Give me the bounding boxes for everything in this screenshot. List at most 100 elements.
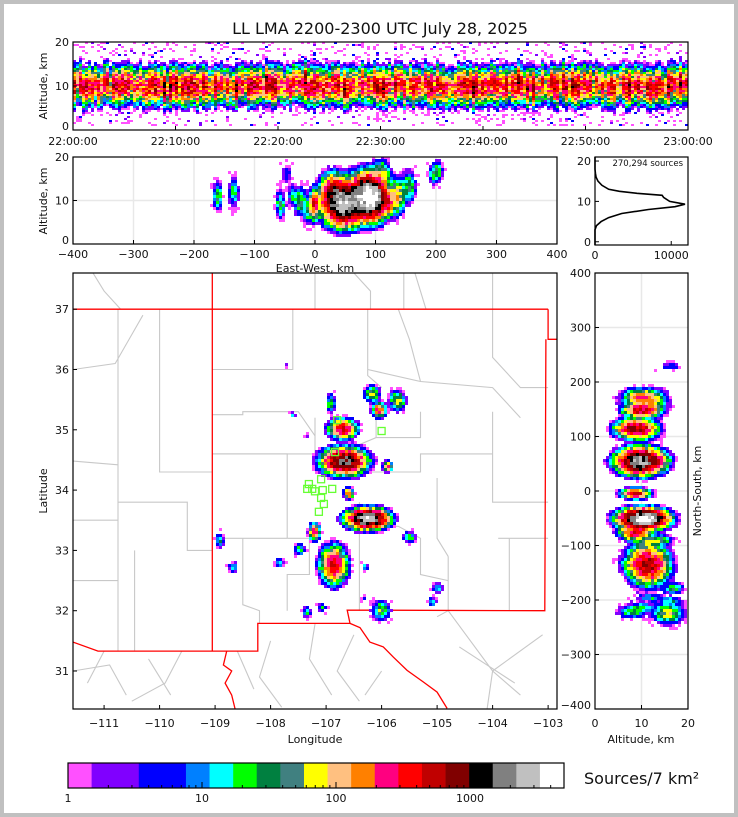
density-pixel — [316, 104, 319, 106]
density-pixel — [571, 74, 574, 76]
density-pixel — [550, 90, 553, 92]
density-pixel — [538, 78, 541, 80]
density-pixel — [304, 98, 307, 100]
density-pixel — [508, 70, 511, 72]
density-pixel — [373, 100, 376, 102]
density-pixel — [316, 96, 319, 98]
density-pixel — [535, 82, 538, 84]
density-pixel — [346, 104, 349, 106]
density-pixel — [136, 90, 139, 92]
density-pixel — [214, 86, 217, 88]
density-pixel — [415, 84, 418, 86]
density-pixel — [217, 42, 220, 44]
density-pixel — [535, 110, 538, 112]
density-pixel — [169, 92, 172, 94]
density-pixel — [268, 84, 271, 86]
density-pixel — [457, 110, 460, 112]
density-pixel — [280, 74, 283, 76]
density-pixel — [463, 64, 466, 66]
density-pixel — [529, 102, 532, 104]
density-pixel — [448, 96, 451, 98]
density-pixel — [607, 66, 610, 68]
density-pixel — [169, 64, 172, 66]
density-pixel — [580, 80, 583, 82]
density-pixel — [268, 110, 271, 112]
density-pixel — [523, 94, 526, 96]
density-pixel — [262, 112, 265, 114]
density-pixel — [199, 102, 202, 104]
density-pixel — [136, 92, 139, 94]
density-pixel — [121, 108, 124, 110]
density-pixel — [301, 124, 304, 126]
density-pixel — [574, 108, 577, 110]
density-pixel — [130, 86, 133, 88]
density-pixel — [580, 74, 583, 76]
density-pixel — [508, 66, 511, 68]
density-pixel — [463, 46, 466, 48]
density-pixel — [505, 88, 508, 90]
density-pixel — [550, 66, 553, 68]
density-pixel — [559, 98, 562, 100]
density-pixel — [502, 104, 505, 106]
density-pixel — [136, 70, 139, 72]
density-pixel — [265, 62, 268, 64]
density-pixel — [337, 50, 340, 52]
density-pixel — [430, 68, 433, 70]
density-pixel — [238, 66, 241, 68]
density-pixel — [91, 76, 94, 78]
density-pixel — [91, 84, 94, 86]
density-pixel — [322, 68, 325, 70]
density-pixel — [247, 88, 250, 90]
density-pixel — [226, 76, 229, 78]
density-pixel — [79, 82, 82, 84]
density-pixel — [457, 86, 460, 88]
density-pixel — [226, 98, 229, 100]
density-pixel — [346, 90, 349, 92]
density-pixel — [169, 104, 172, 106]
density-pixel — [283, 90, 286, 92]
density-pixel — [517, 70, 520, 72]
density-pixel — [343, 66, 346, 68]
density-pixel — [397, 64, 400, 66]
density-pixel — [616, 78, 619, 80]
density-pixel — [589, 96, 592, 98]
density-pixel — [427, 64, 430, 66]
density-pixel — [559, 120, 562, 122]
density-pixel — [469, 102, 472, 104]
density-pixel — [622, 88, 625, 90]
density-pixel — [553, 60, 556, 62]
density-pixel — [178, 74, 181, 76]
density-pixel — [319, 76, 322, 78]
density-pixel — [337, 74, 340, 76]
density-pixel — [367, 54, 370, 56]
density-pixel — [217, 68, 220, 70]
density-pixel — [178, 102, 181, 104]
density-pixel — [253, 106, 256, 108]
density-pixel — [127, 100, 130, 102]
density-pixel — [472, 106, 475, 108]
density-pixel — [616, 74, 619, 76]
density-pixel — [454, 76, 457, 78]
density-pixel — [490, 100, 493, 102]
density-pixel — [403, 90, 406, 92]
density-pixel — [511, 104, 514, 106]
density-pixel — [274, 84, 277, 86]
density-pixel — [577, 64, 580, 66]
density-pixel — [172, 72, 175, 74]
density-pixel — [235, 90, 238, 92]
density-pixel — [172, 96, 175, 98]
density-pixel — [301, 66, 304, 68]
density-pixel — [307, 86, 310, 88]
density-pixel — [289, 66, 292, 68]
density-pixel — [382, 102, 385, 104]
density-pixel — [316, 122, 319, 124]
density-pixel — [85, 42, 88, 44]
density-pixel — [376, 100, 379, 102]
density-pixel — [577, 84, 580, 86]
density-pixel — [403, 84, 406, 86]
density-pixel — [238, 100, 241, 102]
density-pixel — [460, 108, 463, 110]
density-pixel — [388, 98, 391, 100]
density-pixel — [88, 80, 91, 82]
density-pixel — [361, 78, 364, 80]
